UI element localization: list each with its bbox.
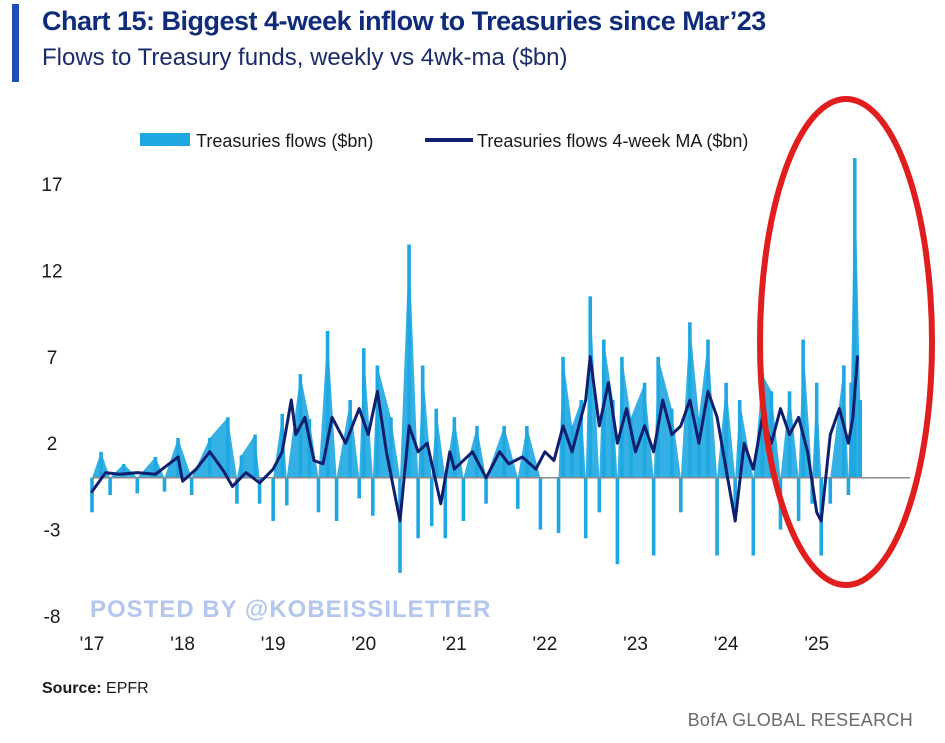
bar xyxy=(561,356,565,478)
bar xyxy=(769,391,774,478)
bar xyxy=(407,244,411,478)
bar xyxy=(239,455,244,478)
bar xyxy=(452,417,457,478)
bar xyxy=(556,477,561,534)
bar xyxy=(724,382,728,478)
bar xyxy=(583,477,588,539)
x-tick-label: '24 xyxy=(714,634,739,655)
bar xyxy=(162,477,167,492)
bar xyxy=(846,477,851,496)
bar xyxy=(651,477,656,556)
y-tick-label: 12 xyxy=(41,261,62,282)
bar xyxy=(108,477,112,496)
bar xyxy=(121,463,126,478)
bar xyxy=(398,477,402,573)
bar xyxy=(375,365,380,478)
bar xyxy=(484,477,488,504)
legend-label-ma: Treasuries flows 4-week MA ($bn) xyxy=(477,131,748,151)
x-tick-label: '25 xyxy=(804,634,829,655)
x-tick-label: '18 xyxy=(170,634,195,655)
brand-footer: BofA GLOBAL RESEARCH xyxy=(687,710,913,730)
bar xyxy=(429,477,434,527)
x-tick-label: '17 xyxy=(80,634,105,655)
bar xyxy=(475,425,479,478)
x-tick-label: '19 xyxy=(261,634,286,655)
bar xyxy=(189,477,194,496)
legend-label-bars: Treasuries flows ($bn) xyxy=(196,131,373,151)
bar xyxy=(620,356,624,478)
bar xyxy=(325,330,330,478)
bar xyxy=(697,417,701,478)
bar xyxy=(733,477,737,513)
bar xyxy=(207,438,212,478)
bar xyxy=(434,408,439,478)
x-tick-label: '21 xyxy=(442,634,467,655)
bar xyxy=(416,477,420,539)
source-value: EPFR xyxy=(101,680,149,697)
legend-swatch-bars xyxy=(140,133,190,146)
x-tick-label: '20 xyxy=(351,634,376,655)
y-tick-label: 7 xyxy=(47,348,58,369)
bar xyxy=(371,477,375,516)
bar xyxy=(334,477,339,521)
y-tick-label: 17 xyxy=(41,175,62,196)
bar xyxy=(611,400,615,478)
bar xyxy=(257,477,262,504)
y-tick-label: -3 xyxy=(44,521,61,542)
bar xyxy=(858,400,862,478)
bar xyxy=(538,477,543,530)
bar xyxy=(706,339,710,478)
ma-line xyxy=(90,355,859,523)
bar xyxy=(629,417,633,478)
bar xyxy=(588,296,593,478)
bar xyxy=(284,477,289,506)
bar xyxy=(751,477,756,556)
bar xyxy=(226,417,230,478)
bar xyxy=(443,477,448,539)
highlight-ellipse xyxy=(757,96,935,588)
bar xyxy=(253,434,257,478)
bar xyxy=(90,477,94,513)
bar xyxy=(679,477,683,513)
bar xyxy=(715,477,719,556)
bar xyxy=(615,477,620,565)
bar xyxy=(348,400,352,478)
bar xyxy=(502,425,506,478)
bar xyxy=(669,408,674,478)
bar-envelope-area xyxy=(92,158,861,478)
bar xyxy=(852,158,857,478)
bar xyxy=(235,477,239,504)
bar xyxy=(135,477,140,494)
bar xyxy=(801,339,805,478)
bar xyxy=(828,477,833,504)
bar xyxy=(420,365,425,478)
bar xyxy=(461,477,466,521)
bar xyxy=(307,419,312,478)
bar xyxy=(814,382,819,478)
bar xyxy=(361,348,366,478)
bar xyxy=(357,477,362,499)
bar xyxy=(737,400,742,478)
source-note: Source: EPFR xyxy=(42,680,149,698)
chart-subtitle: Flows to Treasury funds, weekly vs 4wk-m… xyxy=(42,44,568,71)
bar xyxy=(579,400,583,478)
bar xyxy=(271,477,275,521)
x-tick-label: '23 xyxy=(623,634,648,655)
x-tick-label: '22 xyxy=(533,634,558,655)
bar xyxy=(515,477,520,509)
accent-bar xyxy=(12,4,19,82)
source-label: Source: xyxy=(42,680,102,697)
chart-title: Chart 15: Biggest 4-week inflow to Treas… xyxy=(42,6,766,36)
bar xyxy=(796,477,801,521)
bar xyxy=(525,425,529,478)
bar xyxy=(99,451,103,478)
bar xyxy=(153,457,158,478)
y-tick-label: 2 xyxy=(47,434,58,455)
bar xyxy=(389,417,393,478)
bar xyxy=(316,477,321,513)
y-tick-label: -8 xyxy=(44,607,61,628)
watermark: POSTED BY @KOBEISSILETTER xyxy=(90,596,492,623)
bar xyxy=(597,477,602,513)
